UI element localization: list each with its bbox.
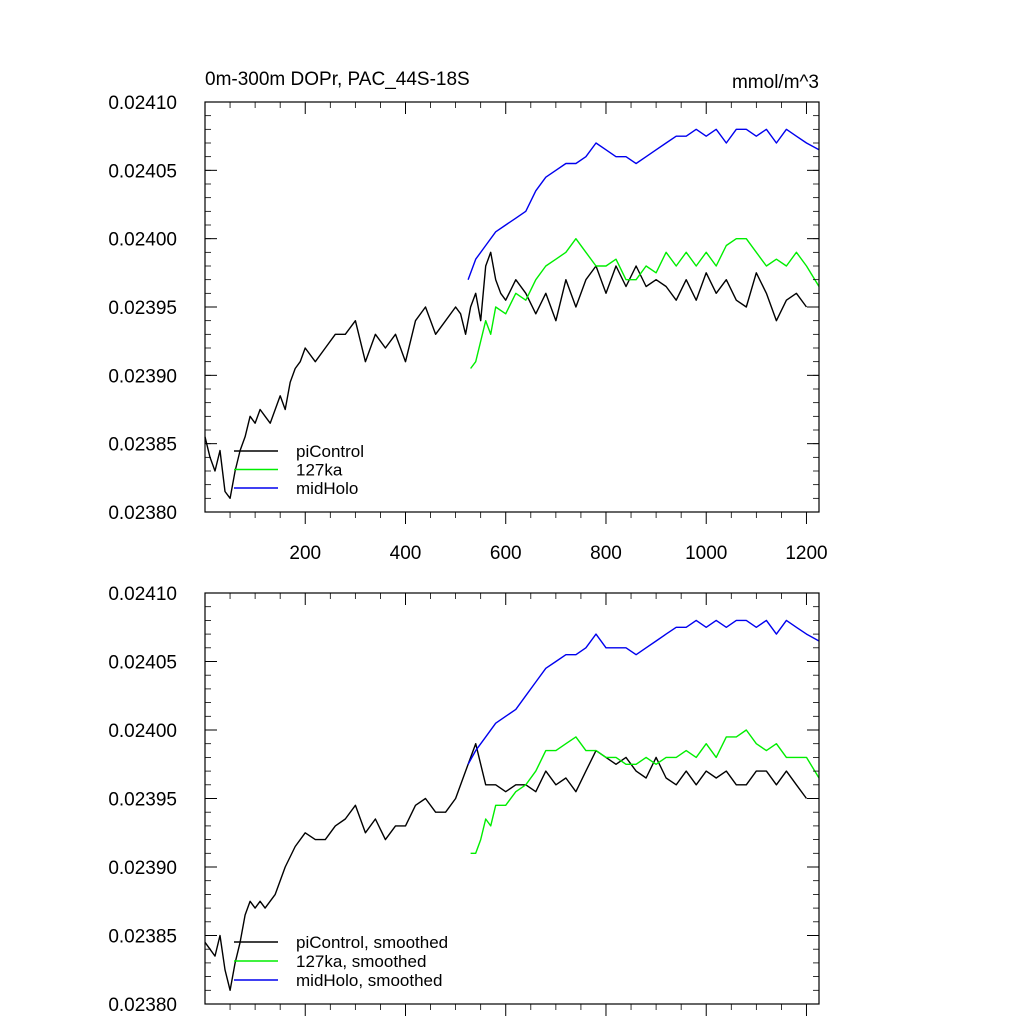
y-tick-label: 0.02405 [108, 161, 177, 182]
y-tick-label: 0.02380 [108, 995, 177, 1016]
bottom-panel: 0.02380 0.02385 0.02390 0.02395 0.02400 0.024… [108, 584, 820, 1016]
series-line-top-2 [467, 128, 820, 280]
series-line-bottom-2 [467, 619, 820, 765]
top-series-group [204, 128, 820, 499]
x-tick-label: 800 [590, 543, 622, 564]
series-line-top-0 [204, 251, 808, 499]
y-tick-label: 0.02390 [108, 858, 177, 879]
legend-label: piControl, smoothed [296, 933, 448, 952]
legend-label: 127ka, smoothed [296, 952, 426, 971]
top-panel-title: 0m-300m DOPr, PAC_44S-18S [205, 69, 470, 90]
series-line-bottom-0 [204, 743, 808, 991]
y-tick-label: 0.02405 [108, 653, 177, 674]
x-tick-label: 1000 [685, 543, 727, 564]
y-tick-label: 0.02410 [108, 93, 177, 114]
y-tick-label: 0.02395 [108, 298, 177, 319]
top-panel: 0m-300m DOPr, PAC_44S-18S mmol/m^3 0.023… [108, 69, 827, 564]
top-axes: 0.02380 0.02385 0.02390 0.02395 0.02400 0.024… [108, 93, 827, 564]
y-tick-label: 0.02410 [108, 584, 177, 605]
x-tick-label: 400 [390, 543, 422, 564]
legend-label: piControl [296, 442, 364, 461]
bottom-axes: 0.02380 0.02385 0.02390 0.02395 0.02400 0.024… [108, 584, 820, 1016]
y-tick-label: 0.02385 [108, 927, 177, 948]
y-tick-label: 0.02390 [108, 366, 177, 387]
x-tick-label: 1200 [785, 543, 827, 564]
x-tick-label: 600 [490, 543, 522, 564]
legend-label: 127ka [296, 461, 343, 480]
y-tick-label: 0.02400 [108, 721, 177, 742]
top-panel-units: mmol/m^3 [732, 72, 819, 93]
x-tick-label: 200 [289, 543, 321, 564]
y-tick-label: 0.02395 [108, 790, 177, 811]
bottom-series-group [204, 619, 820, 991]
legend-label: midHolo, smoothed [296, 971, 442, 990]
legend-label: midHolo [296, 479, 358, 498]
series-line-top-1 [470, 237, 820, 369]
y-tick-label: 0.02385 [108, 435, 177, 456]
y-tick-label: 0.02380 [108, 503, 177, 524]
series-line-bottom-1 [470, 729, 820, 854]
y-tick-label: 0.02400 [108, 230, 177, 251]
